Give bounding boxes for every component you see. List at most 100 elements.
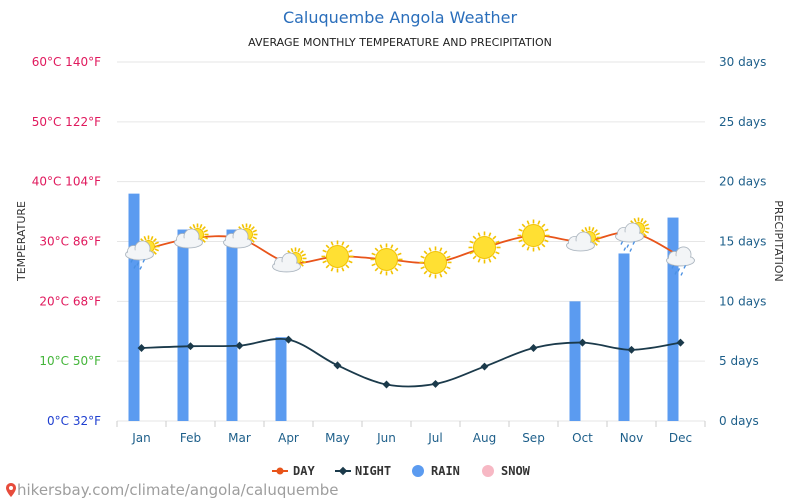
sun-icon — [321, 240, 354, 273]
sun-ray — [492, 255, 497, 260]
night-line-path — [141, 337, 681, 388]
cloud-sun-rain-icon — [615, 217, 650, 252]
legend-rain[interactable]: RAIN — [412, 464, 460, 478]
sun-ray — [390, 270, 394, 275]
sun-ray — [591, 227, 595, 232]
legend-night[interactable]: NIGHT — [335, 464, 391, 478]
legend-day[interactable]: DAY — [272, 464, 315, 478]
sun-ray — [301, 253, 306, 257]
night-point — [529, 344, 538, 352]
rain-drop — [130, 259, 134, 263]
left-axis-title: TEMPERATURE — [15, 201, 28, 282]
sun-ray — [446, 255, 451, 259]
cloud-sun-icon — [223, 223, 258, 249]
source-link[interactable]: hikersbay.com/climate/angola/caluquembe — [6, 481, 338, 499]
rain-drop — [671, 265, 675, 269]
sun-ray — [250, 238, 255, 243]
sun-icon — [517, 219, 550, 252]
x-tick-label: Feb — [180, 431, 201, 445]
sun-ray — [477, 258, 481, 263]
sun-ray — [371, 263, 376, 267]
night-point — [284, 335, 293, 344]
sun-icon — [468, 231, 501, 264]
chart-subtitle: AVERAGE MONTHLY TEMPERATURE AND PRECIPIT… — [248, 36, 552, 49]
sun-ray — [341, 267, 345, 272]
sun-ray — [420, 266, 425, 270]
rain-bar — [128, 193, 140, 421]
sun-ray — [428, 273, 432, 278]
rain-drop — [632, 241, 636, 245]
sun-ray — [154, 248, 159, 252]
right-axis-title: PRECIPITATION — [772, 200, 785, 281]
sun-ray — [439, 247, 443, 252]
sun-ray — [595, 239, 600, 243]
sun-ray — [593, 229, 598, 234]
x-tick-label: May — [325, 431, 350, 445]
cloud-rain-icon — [666, 246, 695, 276]
left-tick-label: 60°C 140°F — [32, 55, 101, 69]
left-tick-label: 40°C 104°F — [32, 175, 101, 189]
right-tick-label: 30 days — [719, 55, 766, 69]
right-tick-label: 0 days — [719, 414, 759, 428]
sun-ray — [345, 264, 350, 269]
sun-ray — [203, 236, 208, 240]
sun-ray — [541, 243, 546, 248]
sun-ray — [203, 229, 208, 233]
cloud-sun-rain-icon — [125, 235, 160, 270]
sun-ray — [371, 252, 376, 256]
x-tick-label: Sep — [522, 431, 545, 445]
sun-ray — [526, 220, 530, 225]
sun-ray — [423, 270, 428, 275]
legend-rain-marker — [412, 465, 424, 477]
left-axis: 0°C 32°F 10°C 50°F 20°C 68°F 30°C 86°F 40°C … — [32, 55, 101, 428]
rain-drop — [683, 265, 687, 269]
legend-snow[interactable]: SNOW — [482, 464, 531, 478]
sun-ray — [143, 236, 147, 241]
sun-ray — [642, 220, 647, 225]
sun-ray — [248, 224, 252, 229]
rain-drop — [136, 262, 140, 266]
sun-ray — [325, 244, 330, 249]
sun-disc — [473, 235, 496, 259]
sun-ray — [495, 251, 500, 255]
legend-day-label: DAY — [293, 464, 315, 478]
cloud-sun-icon — [566, 226, 601, 252]
sun-ray — [640, 218, 644, 223]
night-series — [137, 335, 685, 389]
night-point — [186, 342, 195, 351]
left-tick-label: 20°C 68°F — [39, 294, 101, 308]
right-axis: 0 days 5 days 10 days 15 days 20 days 25 days… — [719, 55, 766, 428]
sun-ray — [420, 255, 425, 259]
sun-ray — [469, 251, 474, 255]
cloud-fill — [175, 238, 202, 248]
sun-ray — [252, 229, 257, 233]
right-tick-label: 20 days — [719, 175, 766, 189]
x-tick-label: Oct — [572, 431, 593, 445]
rain-bar — [226, 229, 238, 421]
cloud-fill — [667, 255, 694, 265]
sun-ray — [199, 224, 203, 229]
sun-ray — [299, 250, 304, 255]
left-tick-label: 0°C 32°F — [47, 414, 101, 428]
sun-ray — [201, 226, 206, 231]
legend-rain-label: RAIN — [431, 464, 460, 478]
rain-drop — [133, 265, 137, 269]
rain-bars — [128, 193, 679, 421]
sun-ray — [443, 270, 448, 275]
x-tick-label: Dec — [669, 431, 692, 445]
sun-ray — [537, 246, 541, 251]
night-point — [431, 379, 440, 388]
sun-ray — [472, 235, 477, 240]
sun-ray — [322, 260, 327, 264]
left-tick-label: 10°C 50°F — [39, 354, 101, 368]
sun-ray — [397, 252, 402, 256]
night-point — [333, 361, 342, 370]
rain-drop — [623, 247, 627, 251]
sun-icon — [419, 246, 452, 279]
cloud-fill — [126, 249, 153, 259]
sun-ray — [241, 224, 245, 229]
sun-ray — [439, 273, 443, 278]
sun-ray — [584, 227, 588, 232]
sun-ray — [374, 247, 379, 252]
